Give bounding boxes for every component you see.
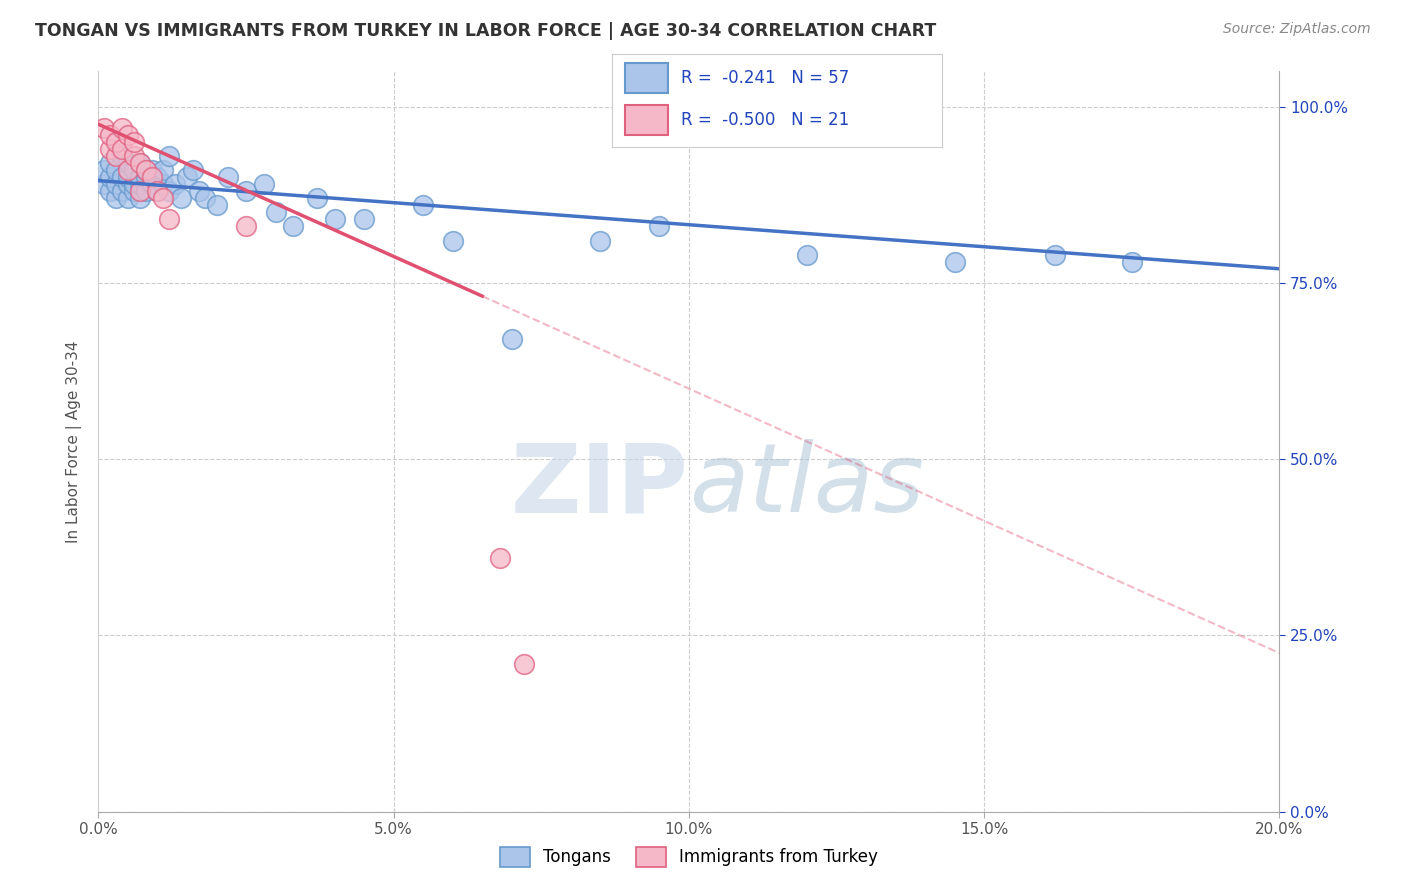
Point	[117, 170, 139, 185]
Point	[98, 156, 121, 170]
Point	[412, 198, 434, 212]
Point	[122, 163, 145, 178]
Point	[235, 219, 257, 234]
Text: ZIP: ZIP	[510, 440, 689, 533]
Point	[235, 184, 257, 198]
Point	[117, 191, 139, 205]
Point	[1121, 254, 1143, 268]
Point	[512, 657, 534, 671]
Point	[146, 184, 169, 198]
Text: R =  -0.500   N = 21: R = -0.500 N = 21	[681, 111, 849, 129]
Text: Source: ZipAtlas.com: Source: ZipAtlas.com	[1223, 22, 1371, 37]
Point	[111, 149, 134, 163]
Point	[122, 177, 145, 191]
Point	[117, 128, 139, 142]
Text: atlas: atlas	[689, 440, 924, 533]
Point	[128, 184, 150, 198]
Point	[146, 184, 169, 198]
Point	[111, 184, 134, 198]
Legend: Tongans, Immigrants from Turkey: Tongans, Immigrants from Turkey	[494, 840, 884, 874]
Point	[141, 170, 163, 185]
Point	[217, 170, 239, 185]
Point	[943, 254, 966, 268]
Point	[141, 163, 163, 178]
Point	[117, 177, 139, 191]
Text: R =  -0.241   N = 57: R = -0.241 N = 57	[681, 69, 849, 87]
Point	[93, 177, 115, 191]
Point	[117, 156, 139, 170]
Point	[128, 156, 150, 170]
Point	[1043, 248, 1066, 262]
Point	[501, 332, 523, 346]
Point	[105, 191, 128, 205]
Point	[187, 184, 209, 198]
Point	[111, 142, 134, 156]
Point	[170, 191, 193, 205]
Point	[323, 212, 346, 227]
Point	[98, 184, 121, 198]
Point	[98, 128, 121, 142]
Bar	[624, 105, 668, 135]
Point	[253, 177, 276, 191]
Point	[122, 135, 145, 149]
Point	[117, 163, 139, 178]
Point	[305, 191, 328, 205]
Point	[353, 212, 375, 227]
Point	[98, 142, 121, 156]
Y-axis label: In Labor Force | Age 30-34: In Labor Force | Age 30-34	[66, 340, 83, 543]
Point	[128, 177, 150, 191]
Point	[105, 149, 128, 163]
Point	[135, 184, 157, 198]
Point	[105, 163, 128, 178]
Point	[152, 191, 174, 205]
Point	[128, 170, 150, 185]
Point	[796, 248, 818, 262]
Point	[264, 205, 287, 219]
Point	[194, 191, 217, 205]
Point	[181, 163, 204, 178]
Point	[648, 219, 671, 234]
Point	[105, 135, 128, 149]
Point	[111, 170, 134, 185]
Point	[93, 120, 115, 135]
Point	[157, 212, 180, 227]
Point	[135, 170, 157, 185]
Point	[205, 198, 228, 212]
Bar	[624, 63, 668, 93]
Point	[111, 120, 134, 135]
Point	[157, 149, 180, 163]
Point	[135, 163, 157, 178]
Point	[152, 177, 174, 191]
Point	[146, 170, 169, 185]
Point	[489, 550, 512, 565]
Point	[589, 234, 612, 248]
Point	[176, 170, 198, 185]
Point	[98, 170, 121, 185]
Point	[128, 191, 150, 205]
Point	[105, 177, 128, 191]
Point	[93, 163, 115, 178]
Point	[141, 177, 163, 191]
Point	[122, 149, 145, 163]
Point	[135, 163, 157, 178]
Text: TONGAN VS IMMIGRANTS FROM TURKEY IN LABOR FORCE | AGE 30-34 CORRELATION CHART: TONGAN VS IMMIGRANTS FROM TURKEY IN LABO…	[35, 22, 936, 40]
Point	[128, 156, 150, 170]
Point	[283, 219, 305, 234]
Point	[122, 184, 145, 198]
Point	[441, 234, 464, 248]
Point	[152, 163, 174, 178]
Point	[157, 184, 180, 198]
Point	[165, 177, 187, 191]
